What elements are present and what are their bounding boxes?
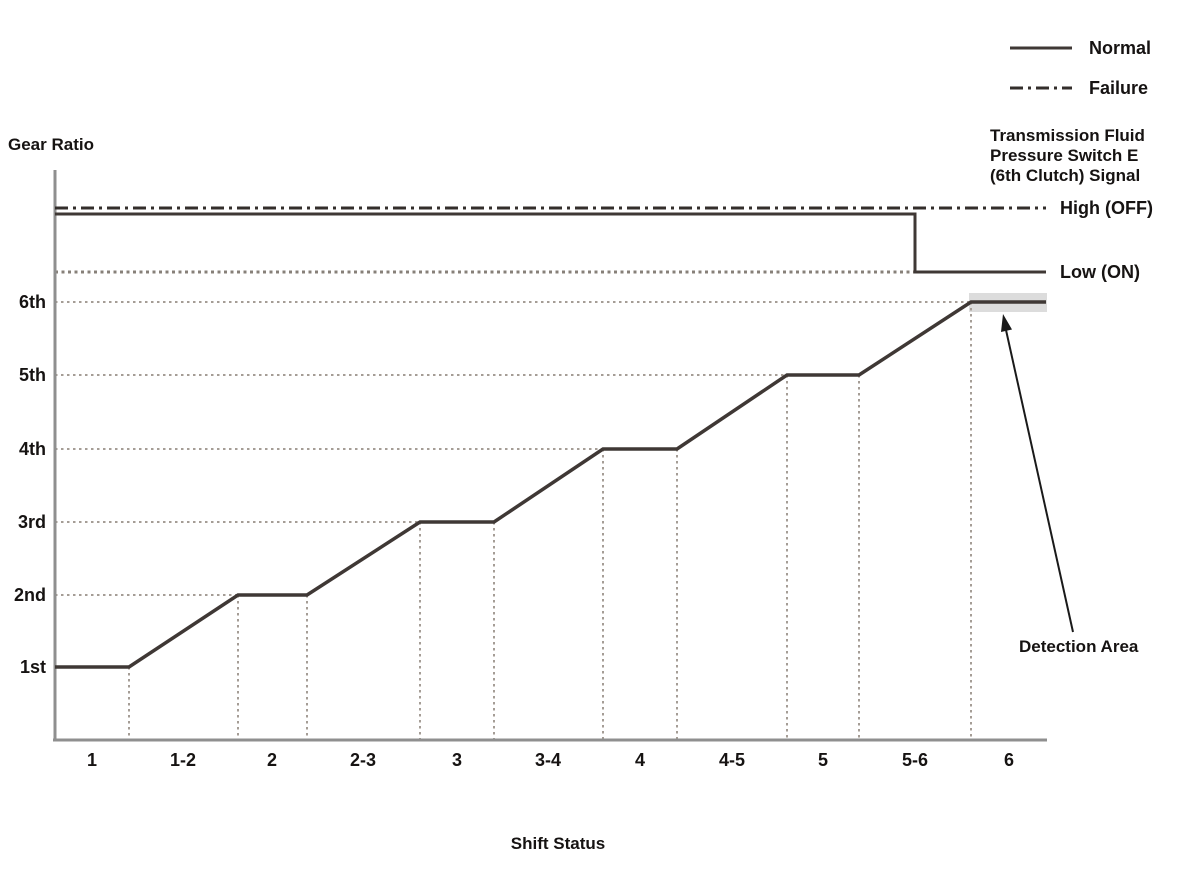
x-axis-label-1: 1 (86, 750, 98, 770)
low-on-label: Low (ON) (1060, 262, 1140, 282)
y-axis-label-5th: 5th (19, 365, 46, 385)
legend-failure-label: Failure (1089, 78, 1149, 98)
gear-ratio-trace (55, 300, 1046, 669)
signal-title: Transmission Fluid Pressure Switch E (6t… (990, 126, 1145, 186)
signal-title-line-2: Pressure Switch E (990, 146, 1139, 165)
shift-boundary-lines (128, 302, 972, 740)
x-axis-label-4-5: 4-5 (718, 750, 746, 770)
x-axis-label-1-2: 1-2 (169, 750, 197, 770)
detection-area-label: Detection Area (1019, 637, 1139, 656)
x-axis-title: Shift Status (510, 834, 606, 853)
y-axis-label-2nd: 2nd (13, 585, 46, 605)
x-axis-label-5-6: 5-6 (901, 750, 929, 770)
x-axis-label-4: 4 (634, 750, 646, 770)
signal-title-line-3: (6th Clutch) Signal (990, 166, 1141, 185)
x-axis-label-2-3: 2-3 (349, 750, 377, 770)
detection-area-arrow (1001, 314, 1074, 633)
normal-signal-trace (55, 212, 1046, 274)
y-axis-label-1st: 1st (19, 657, 46, 677)
legend-normal-label: Normal (1089, 38, 1152, 58)
x-axis-label-2: 2 (266, 750, 278, 770)
y-axis-label-6th: 6th (19, 292, 46, 312)
x-axis-label-3: 3 (451, 750, 463, 770)
gear-gridlines (55, 301, 969, 596)
x-axis-label-3-4: 3-4 (534, 750, 562, 770)
y-axis-label-4th: 4th (19, 439, 46, 459)
y-axis-title: Gear Ratio (8, 135, 94, 154)
y-axis-label-3rd: 3rd (17, 512, 46, 532)
x-axis-label-5: 5 (817, 750, 829, 770)
arrow-head (1001, 314, 1012, 332)
high-off-label: High (OFF) (1060, 198, 1153, 218)
arrow-shaft (1005, 329, 1074, 633)
x-axis-label-6: 6 (1003, 750, 1015, 770)
signal-title-line-1: Transmission Fluid (990, 126, 1145, 145)
